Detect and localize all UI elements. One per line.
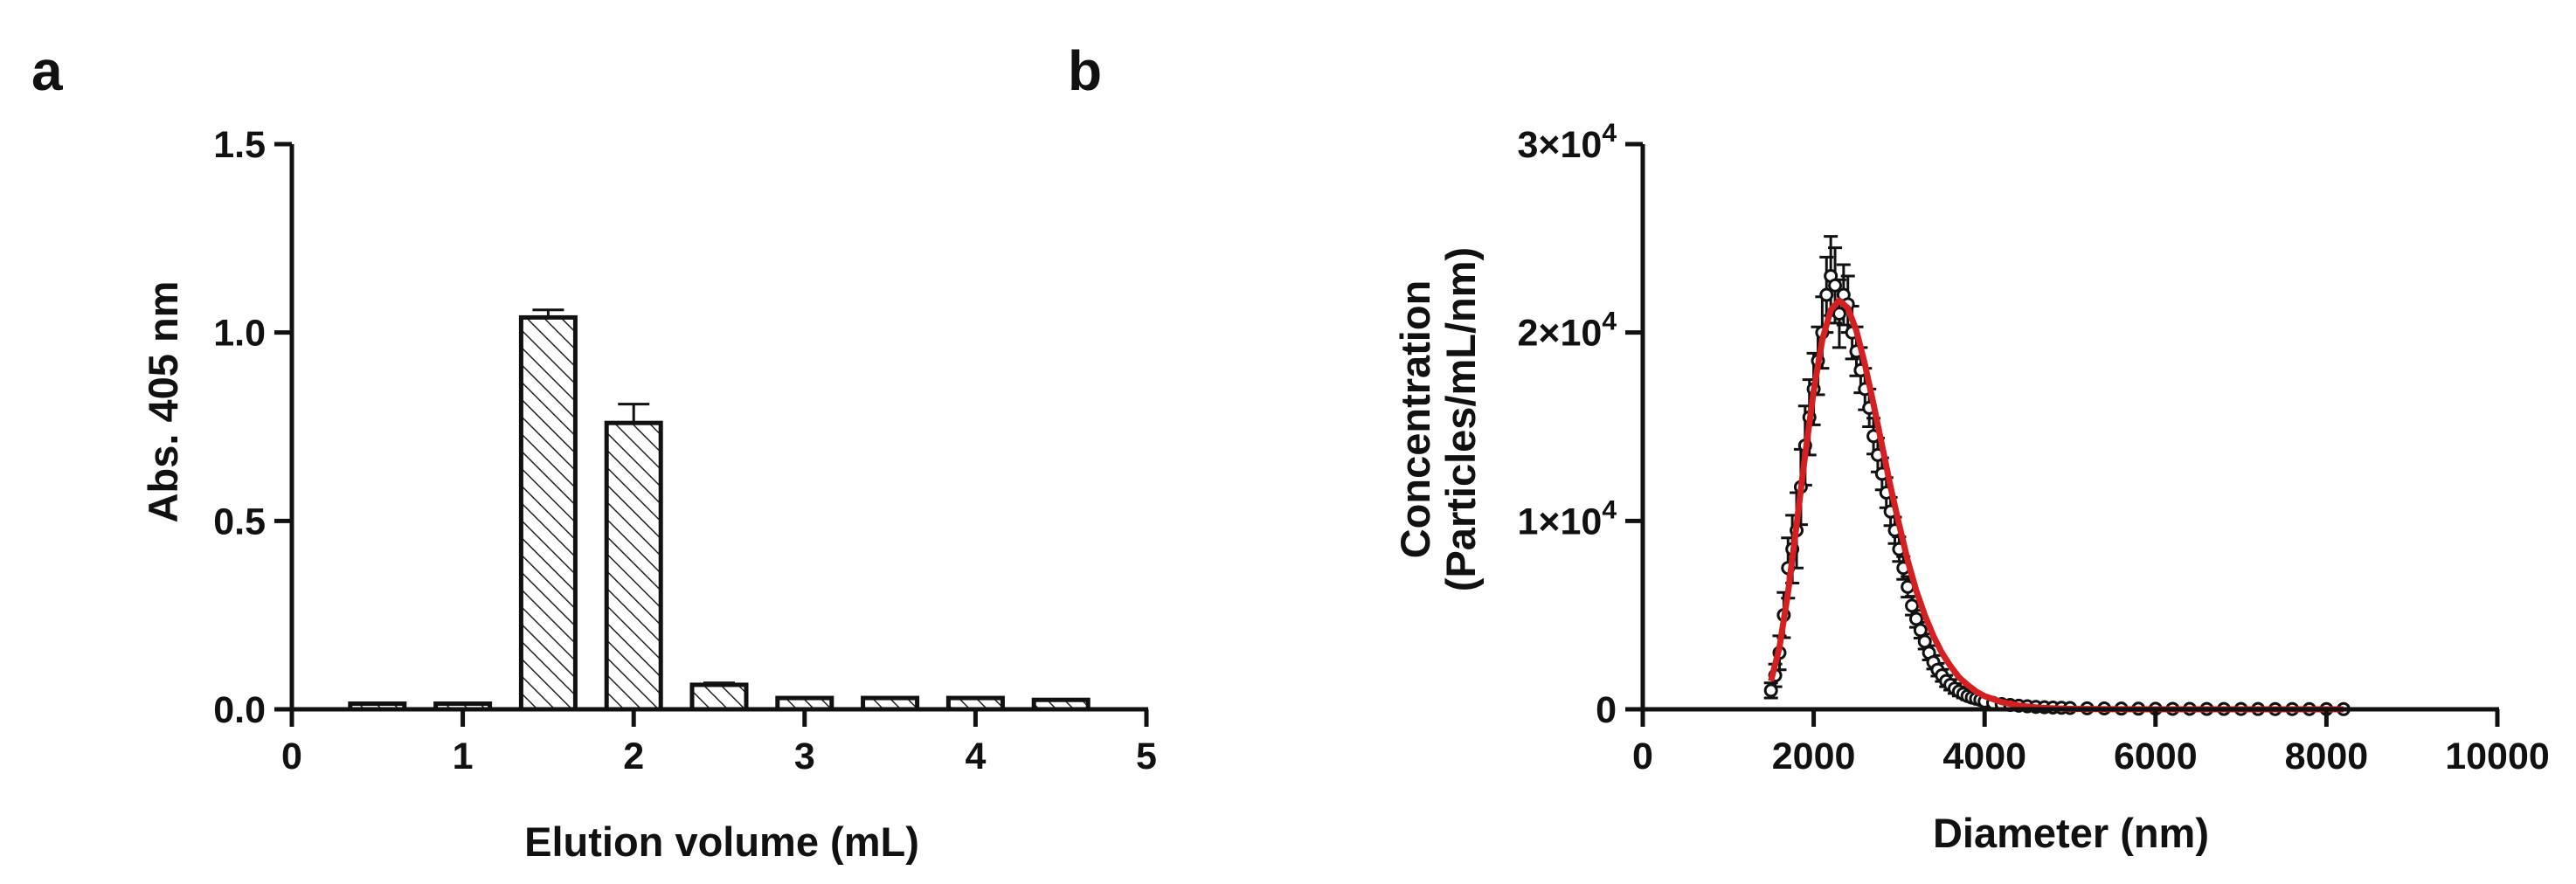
chart-panel-b: 0 2000 4000 6000 8000 10000 01×1042×1043×104 … — [1392, 119, 2550, 856]
bar-group — [348, 314, 1091, 712]
data-point — [1908, 611, 1923, 626]
y-axis-title-line-2: (Particles/mL/nm) — [1437, 247, 1484, 591]
data-point — [1917, 634, 1932, 649]
data-point — [1763, 683, 1778, 698]
panel-a-label: a — [31, 39, 63, 102]
x-tick-label: 2 — [623, 736, 644, 777]
x-tick-label: 8000 — [2285, 736, 2369, 777]
y-axis-title: Abs. 405 nm — [140, 281, 186, 523]
x-ticks: 0 1 2 3 4 5 — [281, 709, 1157, 777]
data-point — [1913, 623, 1928, 638]
data-point-group — [1763, 268, 2351, 716]
bar — [689, 682, 749, 712]
data-point — [1828, 278, 1843, 293]
panel-b-label: b — [1068, 39, 1102, 102]
data-point — [1819, 287, 1834, 302]
x-tick-label: 5 — [1136, 736, 1157, 777]
error-bar-group — [532, 308, 735, 685]
x-tick-label: 0 — [281, 736, 302, 777]
x-ticks: 0 2000 4000 6000 8000 10000 — [1632, 709, 2550, 777]
x-tick-label: 4 — [965, 736, 986, 777]
y-tick-label: 3×104 — [1517, 119, 1617, 166]
y-tick-label: 1.0 — [213, 313, 266, 355]
x-axis-title: Elution volume (mL) — [524, 818, 919, 865]
error-bar — [618, 403, 650, 424]
axes-panel-a — [289, 144, 1148, 712]
y-axis-title: Concentration (Particles/mL/nm) — [1392, 247, 1484, 591]
y-axis-title-line-1: Concentration — [1392, 280, 1438, 559]
y-ticks: 0.0 0.5 1.0 1.5 — [213, 124, 292, 731]
axes-panel-b — [1640, 144, 2499, 712]
y-ticks: 0 1×104 2×104 3×104 — [1517, 119, 1643, 731]
y-tick-label: 2×104 — [1517, 307, 1617, 355]
x-tick-label: 6000 — [2114, 736, 2198, 777]
y-tick-label: 0.0 — [213, 689, 266, 731]
data-point — [1905, 598, 1920, 613]
error-bar — [532, 308, 564, 318]
data-point — [1832, 307, 1846, 321]
bar — [518, 314, 578, 712]
x-tick-label: 3 — [794, 736, 815, 777]
y-tick-label: 1×104 — [1517, 495, 1617, 542]
error-bar — [703, 681, 735, 685]
x-axis-title: Diameter (nm) — [1933, 810, 2209, 856]
bar — [604, 420, 663, 712]
x-tick-label: 10000 — [2445, 736, 2550, 777]
y-tick-label: 1.5 — [213, 124, 266, 166]
x-tick-label: 0 — [1632, 736, 1653, 777]
y-tick-label: 0 — [1596, 689, 1617, 731]
x-tick-label: 2000 — [1772, 736, 1856, 777]
x-tick-label: 4000 — [1942, 736, 2026, 777]
x-tick-label: 1 — [453, 736, 474, 777]
y-tick-label: 0.5 — [213, 501, 266, 542]
